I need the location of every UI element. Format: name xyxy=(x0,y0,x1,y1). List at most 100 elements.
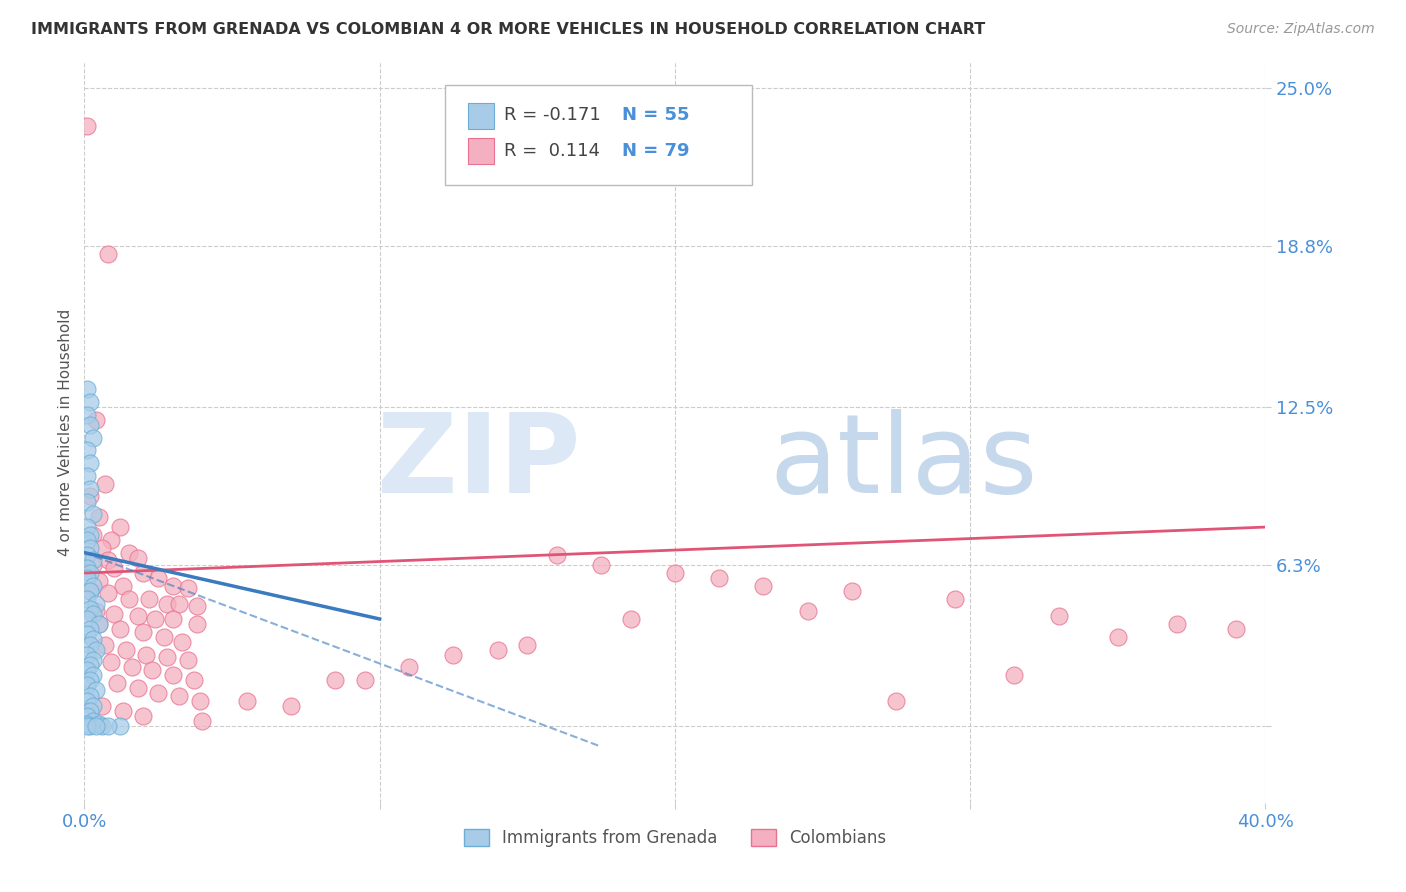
Point xyxy=(118,546,141,560)
Point xyxy=(79,490,101,504)
Point xyxy=(162,612,184,626)
Point xyxy=(76,408,98,422)
Point xyxy=(84,604,107,618)
Point xyxy=(752,579,775,593)
Point xyxy=(177,582,200,596)
Point xyxy=(79,395,101,409)
Point xyxy=(79,482,101,496)
Bar xyxy=(468,138,494,164)
Point xyxy=(82,632,104,647)
Point xyxy=(79,704,101,718)
Text: IMMIGRANTS FROM GRENADA VS COLOMBIAN 4 OR MORE VEHICLES IN HOUSEHOLD CORRELATION: IMMIGRANTS FROM GRENADA VS COLOMBIAN 4 O… xyxy=(31,22,986,37)
Point xyxy=(111,579,134,593)
Point xyxy=(1004,668,1026,682)
Point xyxy=(280,698,302,713)
Point xyxy=(76,627,98,641)
Point xyxy=(167,597,190,611)
Point xyxy=(121,660,143,674)
Point xyxy=(664,566,686,580)
Point xyxy=(111,704,134,718)
Point xyxy=(76,694,98,708)
Point xyxy=(82,698,104,713)
Point xyxy=(143,612,166,626)
Point xyxy=(91,719,114,733)
Point xyxy=(84,683,107,698)
Legend: Immigrants from Grenada, Colombians: Immigrants from Grenada, Colombians xyxy=(457,822,893,854)
Point xyxy=(100,533,122,547)
Point xyxy=(1107,630,1129,644)
Point xyxy=(76,678,98,692)
Point xyxy=(82,558,104,573)
Point xyxy=(127,681,149,695)
Point xyxy=(87,509,111,524)
Text: N = 79: N = 79 xyxy=(621,142,689,160)
Text: atlas: atlas xyxy=(769,409,1038,516)
Point xyxy=(79,638,101,652)
Point xyxy=(105,675,128,690)
Point xyxy=(236,694,259,708)
Text: R =  0.114: R = 0.114 xyxy=(503,142,599,160)
Text: N = 55: N = 55 xyxy=(621,106,689,124)
Point xyxy=(108,719,131,733)
Point xyxy=(177,653,200,667)
Point xyxy=(1166,617,1188,632)
Bar xyxy=(468,103,494,129)
Point xyxy=(841,583,863,598)
Point xyxy=(82,579,104,593)
Point xyxy=(170,635,193,649)
Point xyxy=(76,591,98,606)
Point xyxy=(135,648,157,662)
Point xyxy=(398,660,420,674)
Point xyxy=(76,561,98,575)
Point xyxy=(886,694,908,708)
Point xyxy=(186,599,208,614)
Point xyxy=(76,520,98,534)
Point xyxy=(132,709,155,723)
Point xyxy=(79,583,101,598)
Point xyxy=(87,716,111,731)
Point xyxy=(76,120,98,134)
Point xyxy=(84,597,107,611)
Point xyxy=(132,624,155,639)
Point xyxy=(591,558,613,573)
Point xyxy=(82,508,104,522)
Point xyxy=(486,642,509,657)
Point xyxy=(108,520,131,534)
Point xyxy=(156,597,179,611)
Point xyxy=(97,586,120,600)
Point xyxy=(188,694,211,708)
Point xyxy=(325,673,347,688)
Point xyxy=(79,622,101,636)
Point xyxy=(132,566,155,580)
Point xyxy=(141,663,163,677)
Text: Source: ZipAtlas.com: Source: ZipAtlas.com xyxy=(1227,22,1375,37)
Point xyxy=(76,548,98,562)
Point xyxy=(76,533,98,547)
Point xyxy=(76,612,98,626)
Point xyxy=(79,583,101,598)
Point xyxy=(516,638,538,652)
Point xyxy=(76,469,98,483)
Point xyxy=(100,656,122,670)
Point xyxy=(76,719,98,733)
Point xyxy=(103,607,125,621)
Text: ZIP: ZIP xyxy=(377,409,581,516)
Point xyxy=(79,601,101,615)
Point xyxy=(709,571,731,585)
Point xyxy=(91,698,114,713)
Point xyxy=(84,413,107,427)
Point xyxy=(945,591,967,606)
Point xyxy=(79,417,101,432)
Point xyxy=(148,686,170,700)
Point xyxy=(84,642,107,657)
Point xyxy=(79,566,101,580)
Point xyxy=(354,673,377,688)
Point xyxy=(97,553,120,567)
Point xyxy=(118,591,141,606)
Point xyxy=(87,617,111,632)
Point xyxy=(114,642,136,657)
Point xyxy=(82,431,104,445)
Point xyxy=(156,650,179,665)
Point xyxy=(79,673,101,688)
Point xyxy=(76,716,98,731)
